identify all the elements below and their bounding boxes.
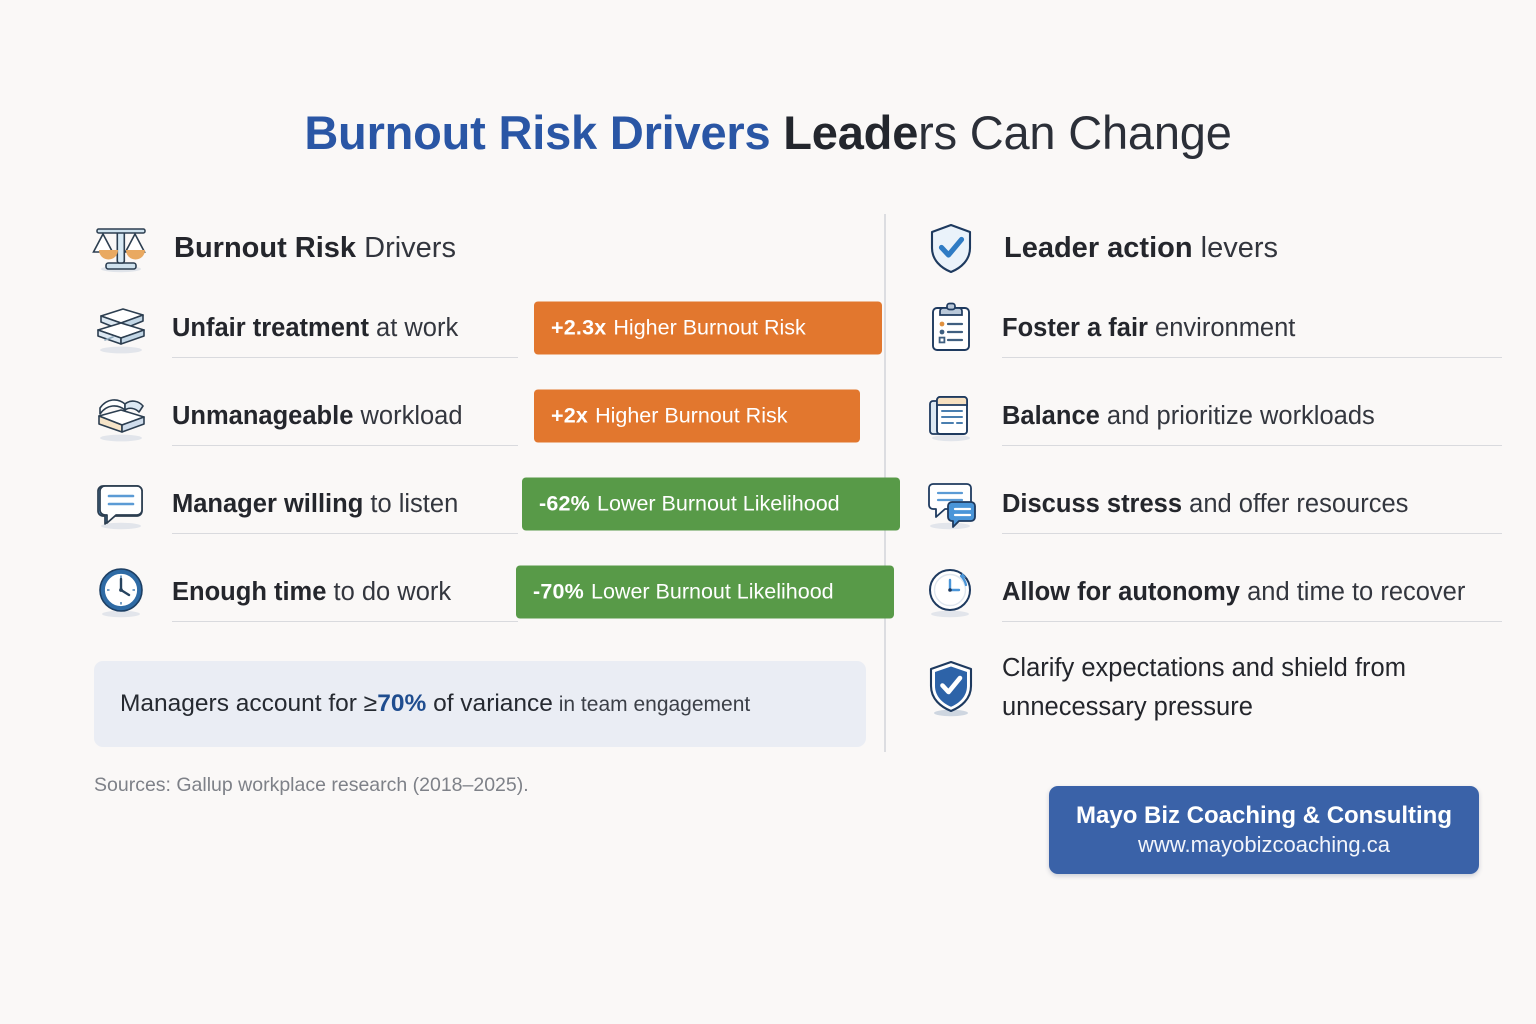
risk-badge-text: Lower Burnout Likelihood — [597, 491, 840, 516]
callout-lead: Managers account for ≥ — [120, 690, 378, 717]
risk-badge: +2x Higher Burnout Risk — [534, 389, 860, 443]
risk-badge-text: Higher Burnout Risk — [595, 403, 788, 428]
risk-row-label-bold: Unmanageable — [172, 401, 354, 430]
shield-check-filled-icon — [918, 657, 984, 719]
row-underline — [172, 532, 518, 534]
row-underline — [172, 620, 518, 622]
brand-name: Mayo Biz Coaching & Consulting — [1076, 802, 1452, 829]
managers-variance-callout: Managers account for ≥70% of variance in… — [94, 661, 866, 747]
risk-badge-value: +2.3x — [551, 315, 607, 340]
lever-row-label-regular: and prioritize workloads — [1099, 401, 1375, 430]
risk-badge: -70% Lower Burnout Likelihood — [516, 565, 894, 619]
row-underline — [1002, 356, 1502, 358]
speech-bubble-icon — [88, 473, 154, 535]
risk-badge-text: Lower Burnout Likelihood — [591, 579, 834, 604]
row-underline — [172, 356, 518, 358]
risk-row-unmanageable-workload: Unmanageable workload +2x Higher Burnout … — [88, 372, 888, 460]
risk-badge-text: Higher Burnout Risk — [613, 315, 806, 340]
clipboard-checklist-icon — [918, 297, 984, 359]
right-column-header: Leader action levers — [918, 212, 1498, 284]
risk-row-label-bold: Unfair treatment — [172, 313, 369, 342]
brand-url[interactable]: www.mayobizcoaching.ca — [1138, 832, 1390, 857]
risk-row-body: Unfair treatment at work +2.3x Higher Bur… — [172, 284, 888, 372]
left-column-title-regular: Drivers — [356, 231, 456, 264]
risk-badge-value: -70% — [533, 579, 584, 604]
risk-badge: -62% Lower Burnout Likelihood — [522, 477, 900, 531]
risk-row-manager-listens: Manager willing to listen -62% Lower Burn… — [88, 460, 900, 548]
page-title: Burnout Risk Drivers Leaders Can Change — [0, 104, 1536, 162]
lever-row-label: Allow for autonomy and time to recover — [1002, 578, 1465, 607]
risk-row-label-regular: workload — [353, 401, 463, 430]
lever-row-label: Balance and prioritize workloads — [1002, 402, 1375, 431]
row-underline — [172, 444, 518, 446]
clock-arrow-icon — [918, 561, 984, 623]
sources-note: Sources: Gallup workplace research (2018… — [94, 774, 529, 796]
right-column-title-regular: levers — [1192, 231, 1278, 264]
risk-badge-value: +2x — [551, 403, 589, 428]
lever-row-label: Clarify expectations and shield from unn… — [1002, 654, 1406, 721]
row-underline — [1002, 444, 1502, 446]
risk-badge: +2.3x Higher Burnout Risk — [534, 301, 882, 355]
risk-row-label: Unfair treatment at work — [172, 314, 458, 343]
risk-row-body: Unmanageable workload +2x Higher Burnout … — [172, 372, 888, 460]
risk-row-label-regular: at work — [368, 313, 459, 342]
left-column-title: Burnout Risk Drivers — [174, 232, 456, 265]
lever-row-label: Foster a fair environment — [1002, 314, 1295, 343]
documents-icon — [918, 385, 984, 447]
balance-scales-icon — [88, 217, 154, 279]
lever-row-clarify-expectations: Clarify expectations and shield from unn… — [918, 636, 1498, 740]
risk-row-label: Enough time to do work — [172, 578, 451, 607]
risk-row-label: Unmanageable workload — [172, 402, 463, 431]
brand-badge[interactable]: Mayo Biz Coaching & Consulting www.mayob… — [1049, 786, 1479, 874]
clock-icon — [88, 561, 154, 623]
lever-row-label-bold: Foster a fair — [1002, 313, 1148, 342]
risk-badge-value: -62% — [539, 491, 590, 516]
callout-tail: in team engagement — [552, 693, 751, 716]
lever-row-fair-environment: Foster a fair environment — [918, 284, 1502, 372]
risk-row-body: Enough time to do work -70% Lower Burnout… — [172, 548, 894, 636]
right-column-title: Leader action levers — [1004, 232, 1278, 265]
title-bold-part: Leade — [783, 106, 919, 159]
lever-row-discuss-stress: Discuss stress and offer resources — [918, 460, 1502, 548]
lever-row-label-bold: Balance — [1002, 401, 1100, 430]
lever-row-label-bold: Allow for autonomy — [1002, 577, 1240, 606]
open-book-icon — [88, 385, 154, 447]
risk-row-enough-time: Enough time to do work -70% Lower Burnout… — [88, 548, 894, 636]
lever-row-body: Balance and prioritize workloads — [1002, 372, 1502, 460]
left-column-header: Burnout Risk Drivers — [88, 212, 888, 284]
title-rest: rs Can Change — [918, 106, 1232, 159]
title-highlight: Burnout Risk Drivers — [304, 106, 771, 159]
shield-check-outline-icon — [918, 217, 984, 279]
risk-row-label-regular: to listen — [363, 489, 459, 518]
left-column-title-bold: Burnout Risk — [174, 231, 357, 264]
lever-row-label-regular: environment — [1147, 313, 1296, 342]
callout-text: Managers account for ≥70% of variance in… — [120, 690, 750, 718]
lever-row-body: Foster a fair environment — [1002, 284, 1502, 372]
risk-row-label-regular: to do work — [326, 577, 452, 606]
callout-accent: 70% — [377, 690, 427, 717]
burnout-risk-drivers-column: Burnout Risk Drivers Unfair tre — [88, 212, 900, 636]
leader-action-levers-column: Leader action levers — [918, 212, 1502, 740]
risk-row-label: Manager willing to listen — [172, 490, 458, 519]
row-underline — [1002, 532, 1502, 534]
risk-row-unfair-treatment: Unfair treatment at work +2.3x Higher Bur… — [88, 284, 888, 372]
lever-row-label-regular: and time to recover — [1240, 577, 1466, 606]
lever-row-body: Allow for autonomy and time to recover — [1002, 548, 1502, 636]
row-underline — [1002, 620, 1502, 622]
two-speech-bubbles-icon — [918, 473, 984, 535]
risk-row-label-bold: Enough time — [172, 577, 327, 606]
lever-row-label-regular: and offer resources — [1182, 489, 1409, 518]
lever-row-body: Clarify expectations and shield from unn… — [1002, 636, 1498, 740]
risk-row-body: Manager willing to listen -62% Lower Burn… — [172, 460, 900, 548]
lever-row-allow-autonomy: Allow for autonomy and time to recover — [918, 548, 1502, 636]
stacked-books-icon — [88, 297, 154, 359]
callout-mid: of variance — [426, 690, 553, 717]
risk-row-label-bold: Manager willing — [172, 489, 364, 518]
lever-row-label: Discuss stress and offer resources — [1002, 490, 1408, 519]
right-column-title-bold: Leader action — [1004, 231, 1193, 264]
lever-row-label-bold: Discuss stress — [1002, 489, 1183, 518]
lever-row-balance-workloads: Balance and prioritize workloads — [918, 372, 1502, 460]
lever-row-body: Discuss stress and offer resources — [1002, 460, 1502, 548]
